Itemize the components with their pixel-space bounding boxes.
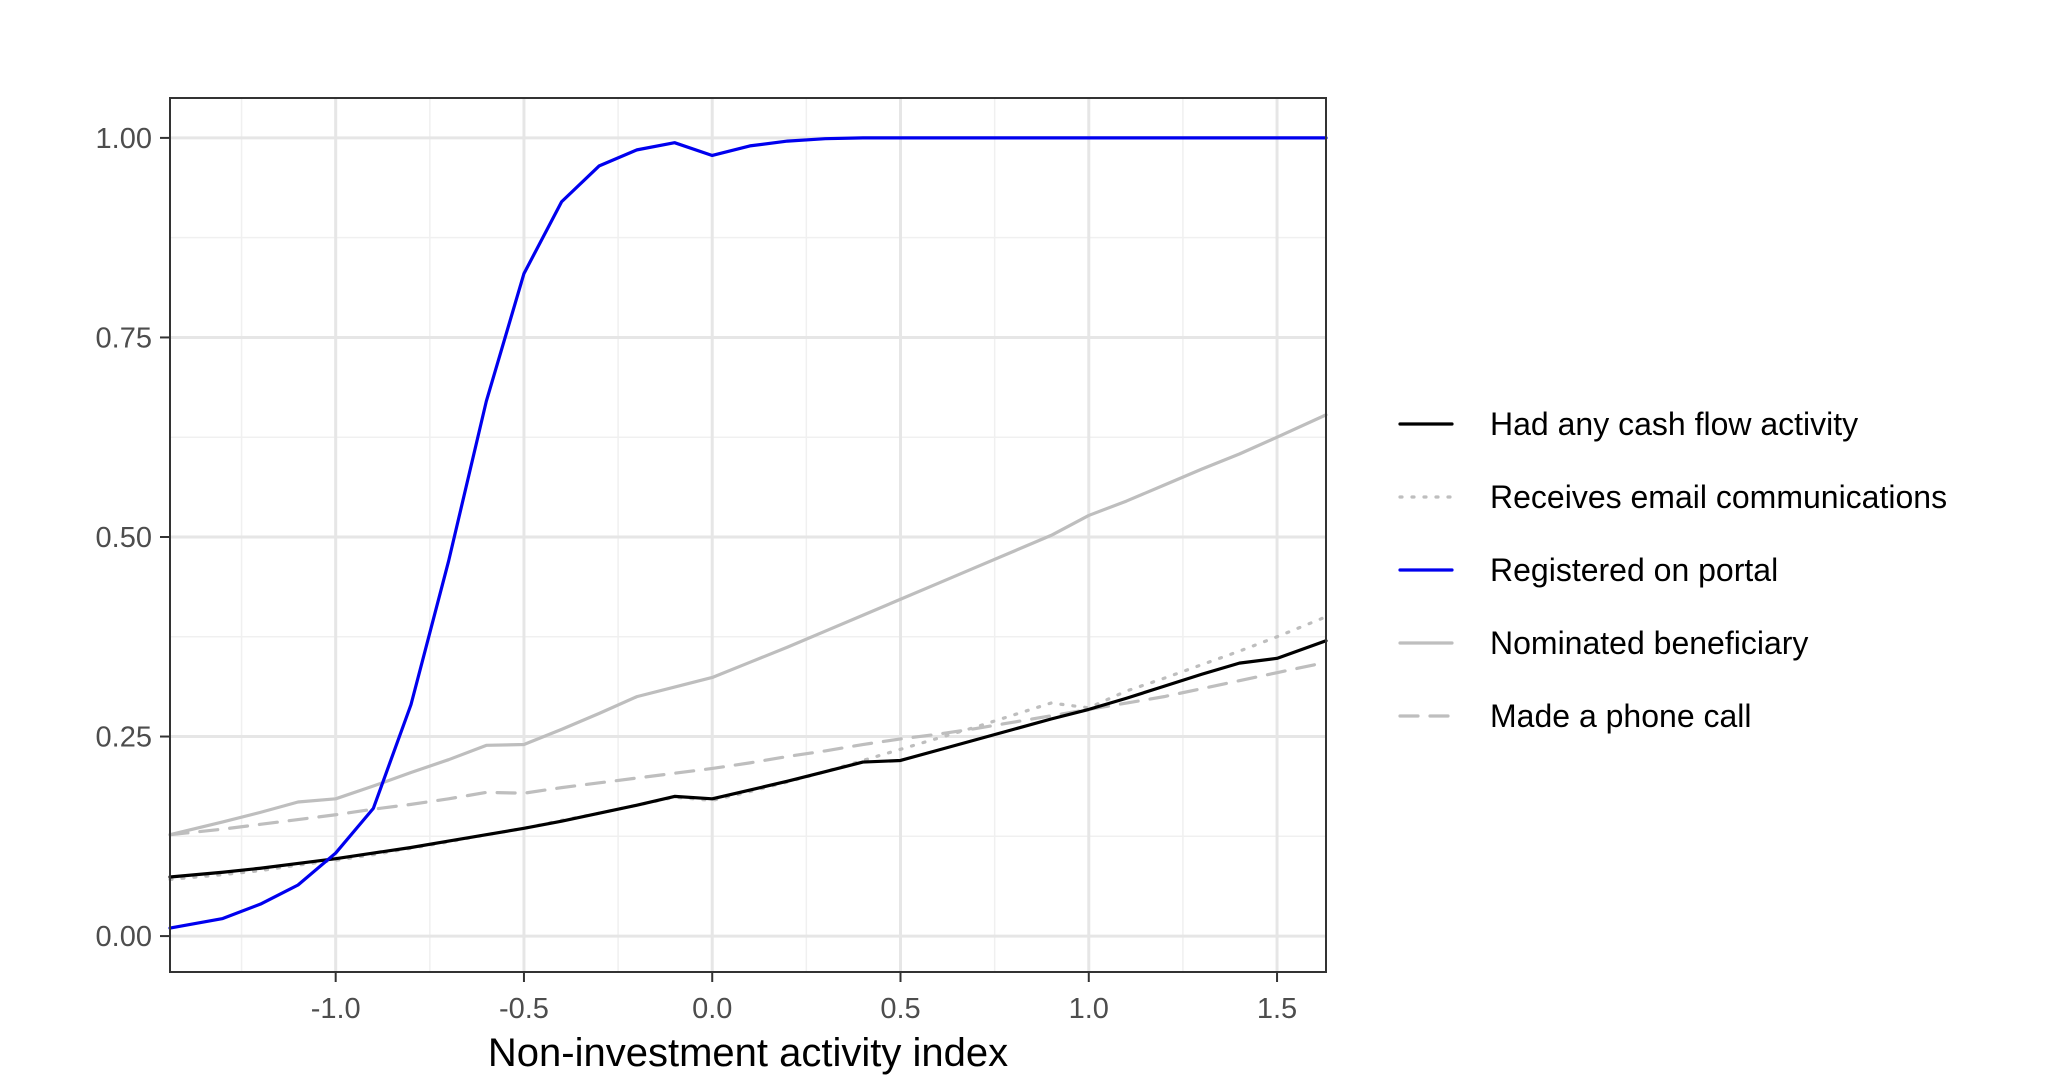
legend-label-3: Registered on portal: [1490, 552, 1778, 588]
y-tick-label: 0.75: [96, 322, 152, 354]
x-tick-label: 1.0: [1069, 993, 1109, 1025]
x-tick-label: 0.0: [692, 993, 732, 1025]
series-line-1: [168, 639, 1328, 879]
x-tick-label: 1.5: [1257, 993, 1297, 1025]
y-tick-label: 1.00: [96, 123, 152, 155]
series-line-4: [168, 413, 1328, 837]
legend-label-5: Made a phone call: [1490, 698, 1752, 734]
x-axis-title: Non-investment activity index: [488, 1031, 1008, 1075]
series-line-2: [168, 615, 1328, 882]
y-tick-label: 0.00: [96, 921, 152, 953]
legend-label-1: Had any cash flow activity: [1490, 406, 1858, 442]
major-gridlines: [170, 98, 1326, 972]
series-lines: [168, 136, 1328, 930]
series-line-5: [168, 660, 1328, 837]
y-axis: 0.00 0.25 0.50 0.75 1.00: [96, 123, 170, 953]
x-tick-label: -0.5: [499, 993, 549, 1025]
minor-gridlines: [170, 98, 1326, 972]
legend-label-2: Receives email communications: [1490, 479, 1947, 515]
legend-label-4: Nominated beneficiary: [1490, 625, 1808, 661]
plot-panel-border: [169, 97, 1327, 973]
x-tick-label: 0.5: [880, 993, 920, 1025]
y-tick-label: 0.25: [96, 722, 152, 754]
legend: Had any cash flow activity Receives email…: [1398, 406, 1947, 734]
x-axis: -1.0 -0.5 0.0 0.5 1.0 1.5: [311, 972, 1297, 1025]
x-tick-label: -1.0: [311, 993, 361, 1025]
series-line-3: [168, 136, 1328, 930]
y-tick-label: 0.50: [96, 522, 152, 554]
